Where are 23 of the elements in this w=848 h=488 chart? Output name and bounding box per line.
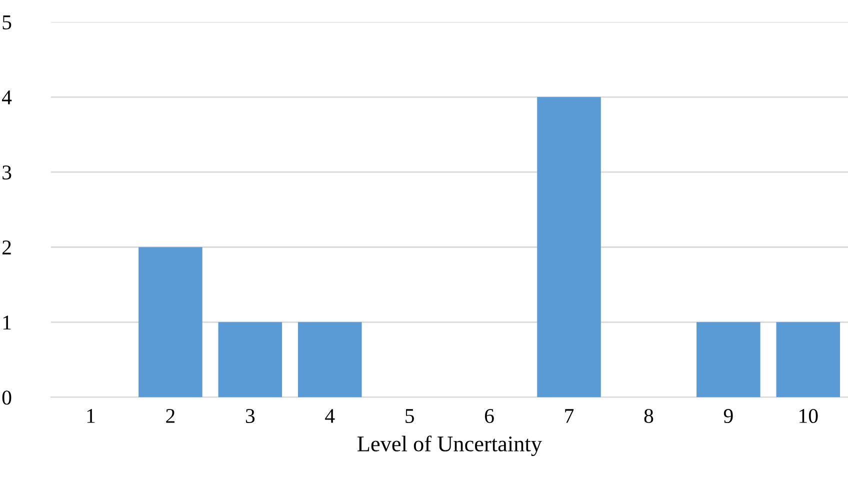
y-tick-label: 2	[2, 240, 11, 254]
y-tick-label: 1	[3, 316, 11, 330]
x-tick-label: 6	[484, 409, 494, 424]
x-tick-label: 1	[87, 409, 95, 423]
x-tick-label: 5	[406, 409, 414, 424]
y-tick-label: 0	[2, 390, 12, 405]
bar	[776, 322, 840, 398]
x-tick-label: 4	[325, 409, 335, 423]
y-tick-label: 4	[2, 90, 12, 104]
x-tick-label: 7	[565, 409, 574, 423]
x-tick-label: 10	[800, 408, 818, 424]
bar	[537, 97, 601, 398]
bar	[696, 322, 760, 398]
x-tick-label: 2	[166, 409, 175, 423]
y-tick-label: 3	[2, 166, 12, 180]
x-tick-label: 8	[644, 408, 654, 424]
bar	[298, 322, 362, 398]
x-tick-label: 9	[724, 409, 733, 424]
x-tick-label: 3	[246, 409, 255, 424]
bar	[218, 322, 282, 398]
bar	[138, 247, 202, 398]
y-tick-label: 5	[2, 16, 12, 30]
x-axis-title: Level of Uncertainty	[358, 436, 542, 456]
